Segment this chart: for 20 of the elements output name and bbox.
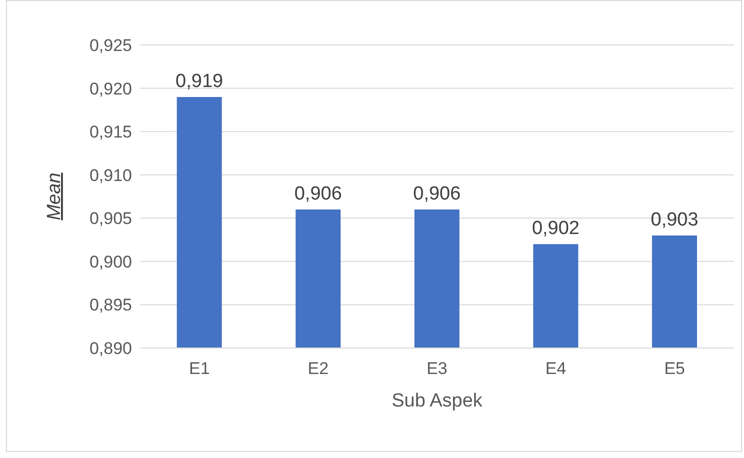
x-tick-label: E1 [189,359,210,378]
y-tick-label: 0,915 [89,122,132,142]
y-tick-label: 0,920 [89,79,132,98]
data-label: 0,906 [294,183,342,204]
x-tick-label: E2 [308,359,329,378]
y-tick-label: 0,910 [89,166,132,185]
x-tick-label: E5 [664,359,685,378]
y-tick-label: 0,890 [89,339,132,358]
y-tick-label: 0,900 [89,252,132,272]
y-axis-title: Mean [44,172,65,220]
data-label: 0,902 [532,218,580,240]
data-label: 0,903 [650,209,698,230]
x-axis-title: Sub Aspek [392,390,483,412]
x-tick-label: E4 [545,359,566,378]
data-label: 0,906 [413,183,461,204]
y-tick-label: 0,905 [89,209,132,228]
y-tick-label: 0,925 [89,36,132,56]
y-tick-label: 0,895 [89,296,132,315]
data-label: 0,919 [176,70,224,92]
x-tick-label: E3 [426,359,448,378]
